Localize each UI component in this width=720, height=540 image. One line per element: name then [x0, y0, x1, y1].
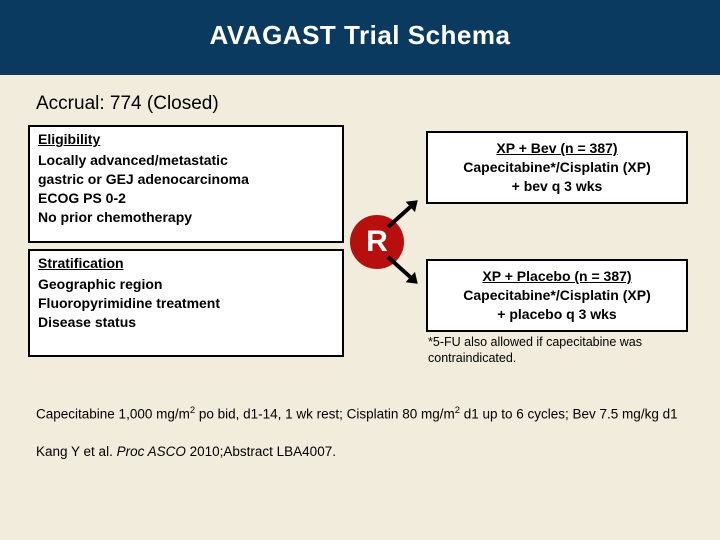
stratification-header: Stratification — [38, 254, 334, 273]
eligibility-line: ECOG PS 0-2 — [38, 190, 126, 206]
eligibility-header: Eligibility — [38, 130, 334, 149]
arrow-to-arm2 — [387, 256, 412, 279]
content-area: Accrual: 774 (Closed) Eligibility Locall… — [0, 75, 720, 459]
stratification-line: Disease status — [38, 314, 136, 330]
arm2-box: XP + Placebo (n = 387) Capecitabine*/Cis… — [426, 259, 688, 332]
citation: Kang Y et al. Proc ASCO 2010;Abstract LB… — [36, 444, 684, 459]
citation-journal: Proc ASCO — [117, 444, 186, 459]
accrual-line: Accrual: 774 (Closed) — [36, 93, 692, 115]
eligibility-box: Eligibility Locally advanced/metastatic … — [28, 125, 344, 243]
footnote: *5-FU also allowed if capecitabine was c… — [428, 335, 688, 366]
dosing-text: Capecitabine 1,000 mg/m2 po bid, d1-14, … — [36, 405, 684, 424]
arm2-title: XP + Placebo (n = 387) — [482, 268, 631, 284]
eligibility-line: Locally advanced/metastatic — [38, 152, 228, 168]
stratification-line: Geographic region — [38, 276, 162, 292]
arm1-line: + bev q 3 wks — [512, 178, 603, 194]
stratification-line: Fluoropyrimidine treatment — [38, 295, 220, 311]
eligibility-line: No prior chemotherapy — [38, 209, 192, 225]
arm1-box: XP + Bev (n = 387) Capecitabine*/Cisplat… — [426, 131, 688, 204]
page-title: AVAGAST Trial Schema — [210, 20, 511, 50]
arm1-line: Capecitabine*/Cisplatin (XP) — [463, 159, 650, 175]
randomize-label: R — [366, 225, 388, 259]
citation-authors: Kang Y et al. — [36, 444, 117, 459]
title-bar: AVAGAST Trial Schema — [0, 0, 720, 75]
arm2-line: Capecitabine*/Cisplatin (XP) — [463, 287, 650, 303]
arm2-line: + placebo q 3 wks — [497, 306, 616, 322]
stratification-box: Stratification Geographic region Fluorop… — [28, 249, 344, 357]
arrow-to-arm1 — [387, 205, 412, 228]
arm1-title: XP + Bev (n = 387) — [496, 140, 617, 156]
trial-schema: Eligibility Locally advanced/metastatic … — [28, 125, 692, 375]
eligibility-line: gastric or GEJ adenocarcinoma — [38, 171, 249, 187]
citation-rest: 2010;Abstract LBA4007. — [186, 444, 336, 459]
